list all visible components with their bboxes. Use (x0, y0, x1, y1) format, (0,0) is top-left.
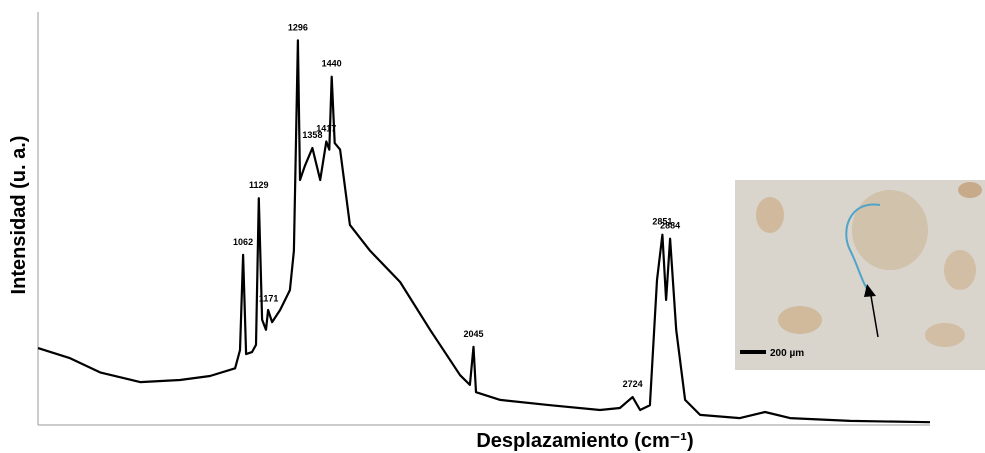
peak-label: 1296 (288, 22, 308, 32)
spectrum-line (37, 39, 931, 424)
x-axis-label: Desplazamiento (cm⁻¹) (476, 430, 693, 452)
peak-label: 1129 (249, 180, 269, 190)
peak-label: 1440 (322, 59, 342, 69)
y-axis-label: Intensidad (u. a.) (8, 136, 30, 295)
peak-label: 1358 (302, 130, 322, 140)
scale-label: 200 µm (770, 348, 804, 359)
peak-label: 1417 (316, 124, 336, 134)
peak-label: 2724 (623, 379, 643, 389)
peak-label: 2884 (660, 221, 680, 231)
peak-label: 1171 (259, 293, 279, 303)
peak-label: 2045 (463, 329, 483, 339)
inset-photo: 200 µm (735, 180, 985, 370)
peak-label: 1062 (233, 237, 253, 247)
peak-label: 2851 (652, 217, 672, 227)
